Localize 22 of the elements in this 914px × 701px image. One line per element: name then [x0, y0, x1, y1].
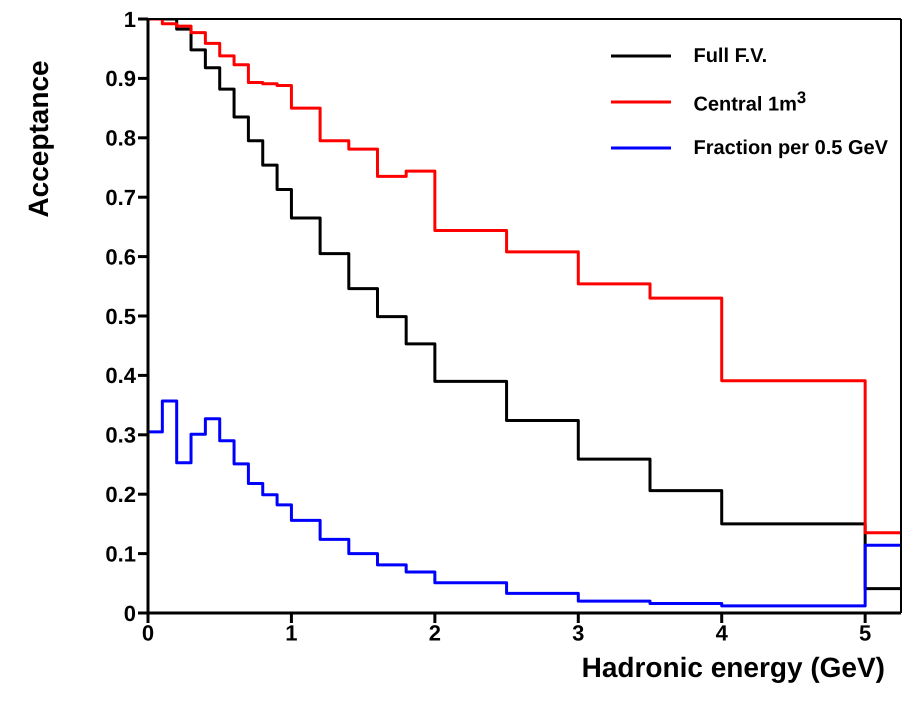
y-axis-title: Acceptance: [22, 60, 54, 218]
y-tick-label: 0.9: [105, 66, 136, 92]
y-tick-label: 0.6: [105, 244, 136, 270]
y-tick-label: 1: [124, 6, 136, 32]
y-tick-label: 0: [124, 600, 136, 626]
x-tick-label: 5: [859, 620, 872, 646]
y-tick-label: 0.2: [105, 482, 136, 508]
y-tick-label: 0.4: [105, 363, 137, 388]
x-tick-label: 2: [428, 620, 441, 646]
legend-label: Full F.V.: [693, 44, 768, 68]
y-tick-label: 0.8: [105, 126, 136, 151]
legend-label: Fraction per 0.5 GeV: [693, 136, 888, 160]
y-tick-label: 0.3: [105, 422, 136, 448]
legend-label: Central 1m$^{3}$: [693, 88, 806, 116]
x-tick-label: 3: [572, 620, 584, 646]
x-tick-label: 1: [285, 620, 298, 646]
y-tick-label: 0.5: [105, 304, 136, 329]
y-tick-label: 0.7: [105, 185, 136, 210]
x-tick-label: 4: [716, 620, 729, 646]
x-tick-label: 0: [142, 620, 154, 646]
y-tick-label: 0.1: [105, 541, 136, 566]
x-axis-title: Hadronic energy (GeV): [582, 652, 885, 683]
